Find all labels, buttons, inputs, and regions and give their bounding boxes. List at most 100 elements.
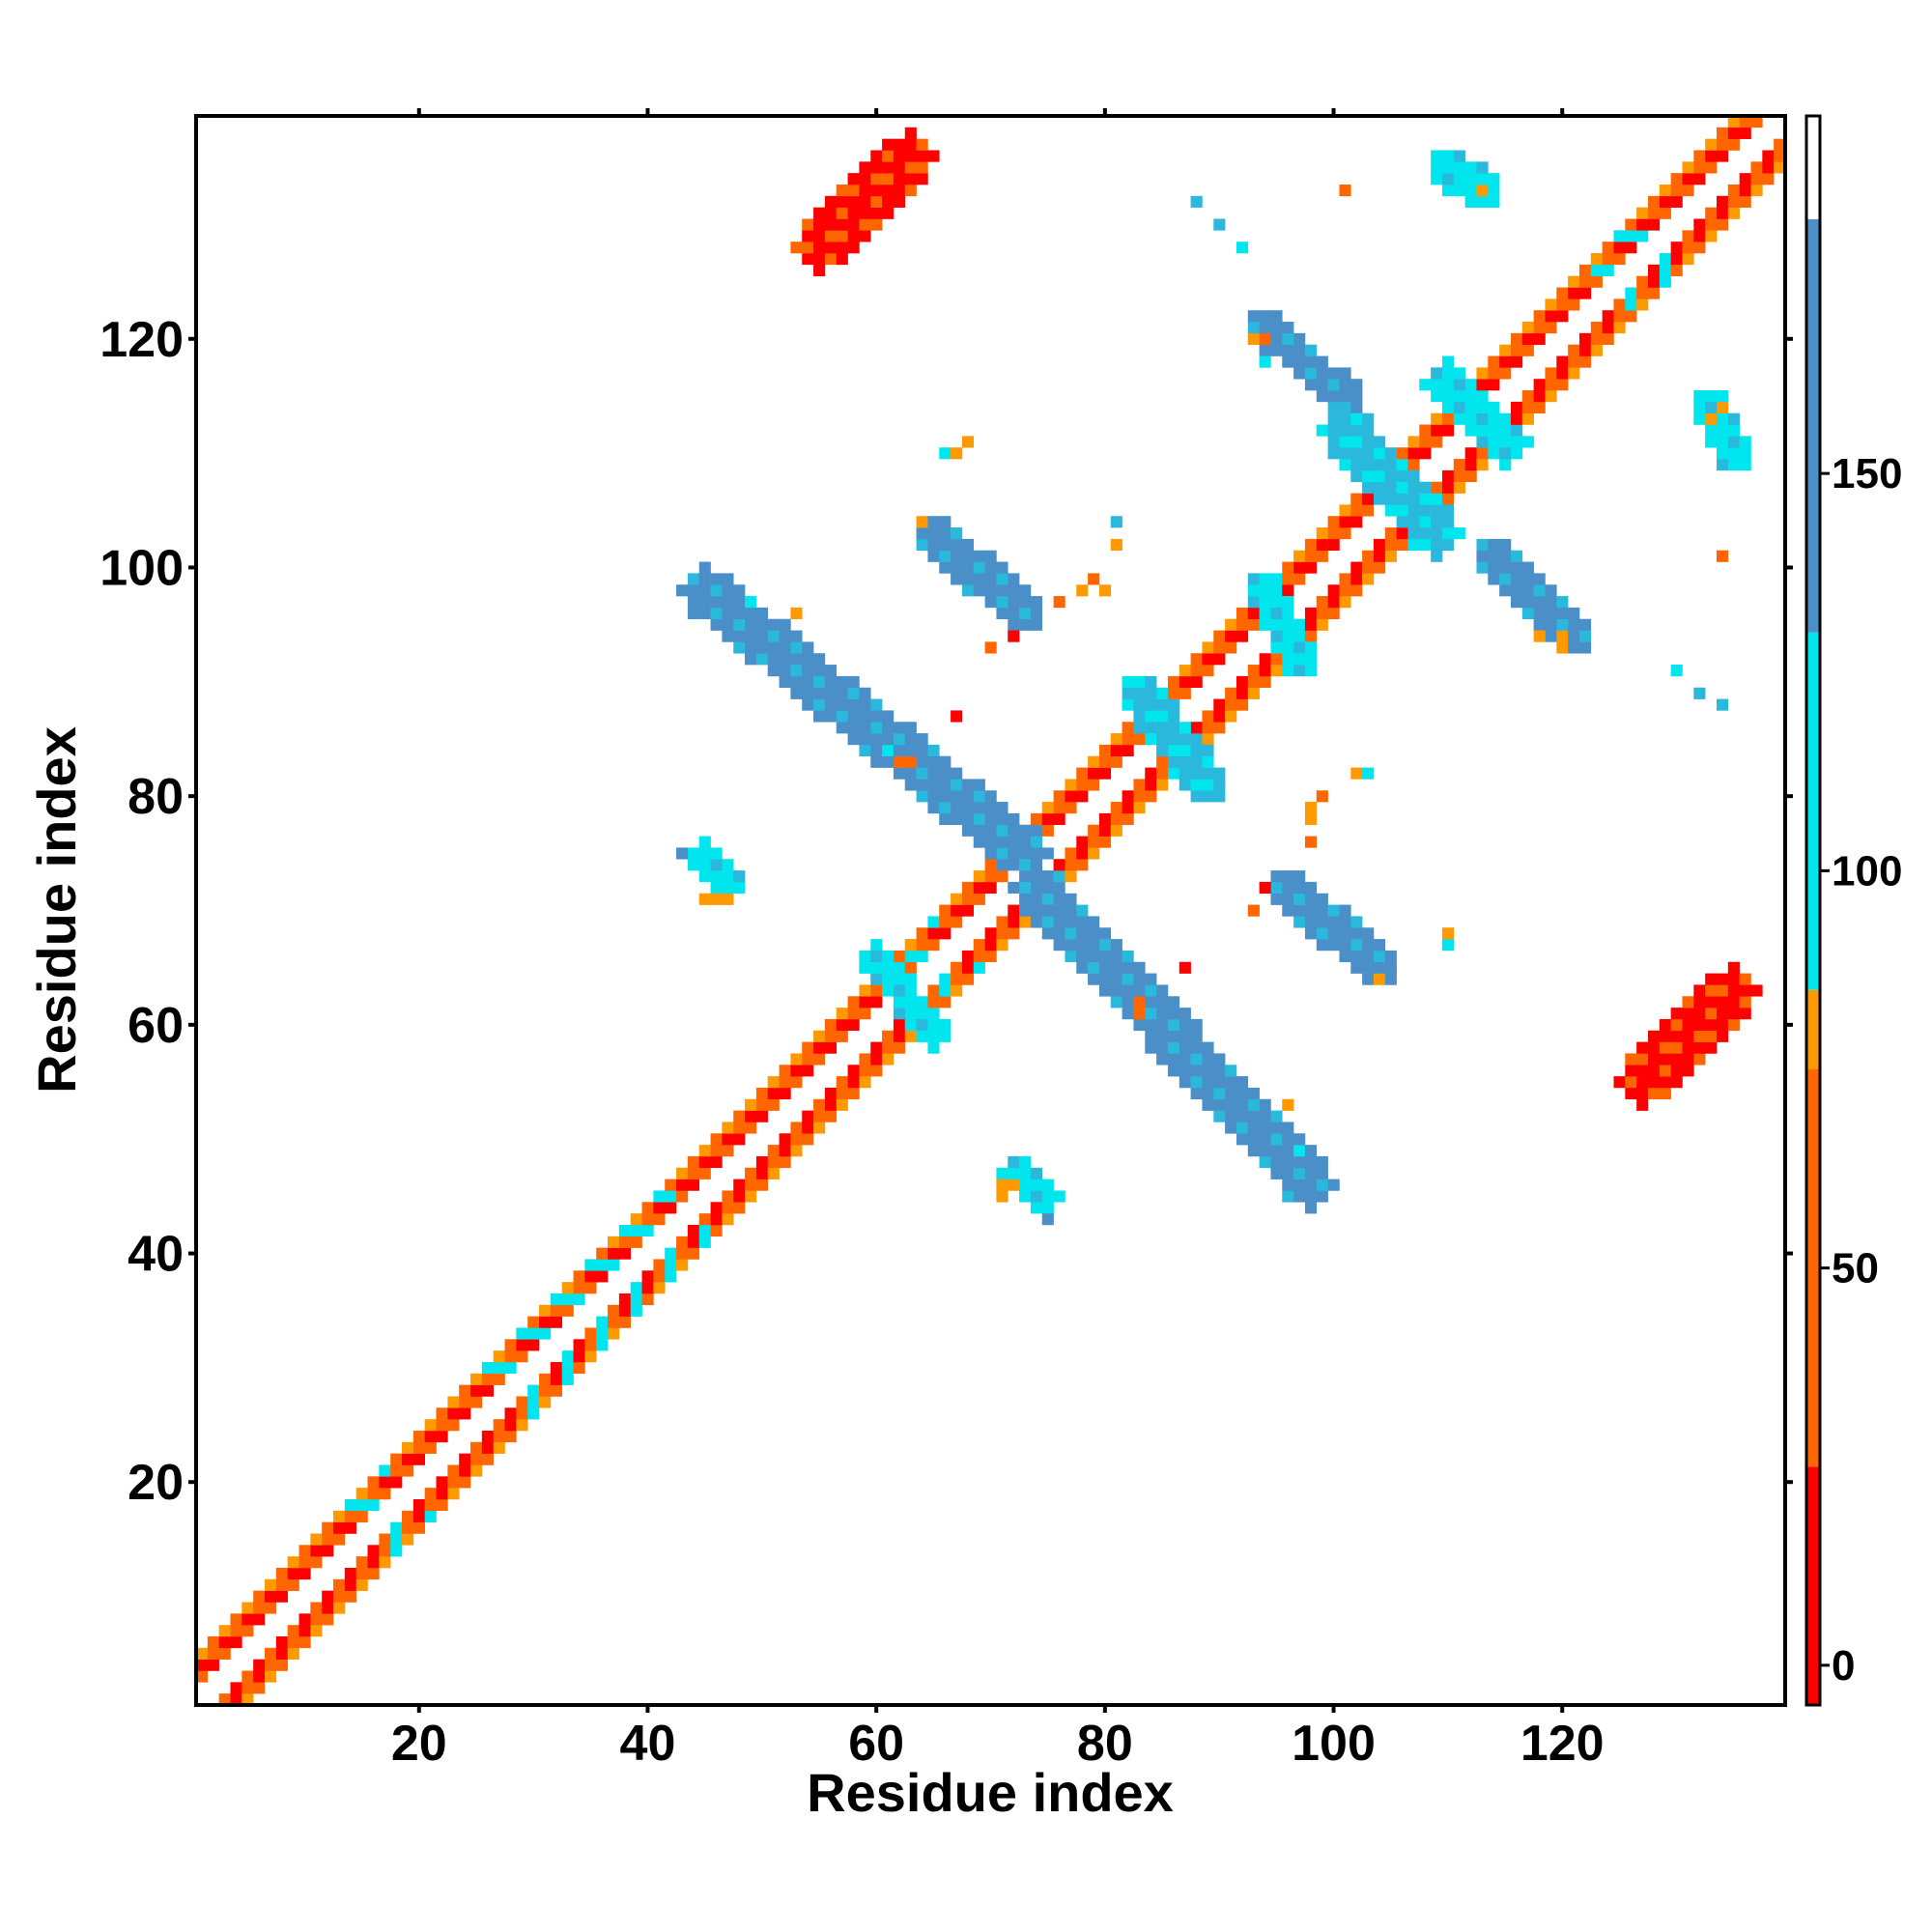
heatmap-cell <box>1270 665 1283 677</box>
heatmap-cell <box>1110 973 1122 985</box>
heatmap-cell <box>927 516 940 528</box>
heatmap-cell <box>824 698 838 711</box>
heatmap-cell <box>698 893 711 905</box>
heatmap-cell <box>767 618 780 631</box>
heatmap-cell <box>779 1133 791 1146</box>
heatmap-cell <box>265 1659 277 1671</box>
heatmap-cell <box>1259 596 1271 609</box>
heatmap-cell <box>951 561 963 574</box>
heatmap-cell <box>1030 870 1043 883</box>
heatmap-cell <box>1053 881 1065 895</box>
heatmap-cell <box>1670 1065 1683 1077</box>
heatmap-cell <box>1545 298 1557 311</box>
heatmap-cell <box>1453 367 1465 380</box>
heatmap-cell <box>779 1087 791 1100</box>
heatmap-cell <box>1110 755 1122 768</box>
heatmap-cell <box>1431 412 1443 425</box>
heatmap-cell <box>1362 973 1375 985</box>
heatmap-cell <box>733 1122 746 1134</box>
heatmap-cell <box>973 790 985 803</box>
heatmap-cell <box>1110 812 1122 826</box>
heatmap-cell <box>1122 950 1134 963</box>
heatmap-cell <box>1545 584 1557 597</box>
heatmap-cell <box>1316 893 1328 905</box>
heatmap-cell <box>779 653 791 666</box>
heatmap-cell <box>1247 665 1260 677</box>
heatmap-cell <box>1190 1087 1203 1100</box>
heatmap-cell <box>1464 459 1477 471</box>
heatmap-cell <box>1556 630 1569 642</box>
heatmap-cell <box>1625 1053 1637 1065</box>
heatmap-cell <box>1533 401 1546 413</box>
heatmap-cell <box>859 950 871 963</box>
heatmap-cell <box>1133 984 1146 997</box>
heatmap-cell <box>1098 755 1112 768</box>
heatmap-cell <box>310 1613 323 1626</box>
heatmap-cell <box>253 1602 266 1614</box>
heatmap-cell <box>1727 116 1740 128</box>
heatmap-cell <box>1293 355 1306 368</box>
heatmap-cell <box>1568 298 1580 311</box>
heatmap-cell <box>1156 687 1169 699</box>
heatmap-cell <box>927 916 940 928</box>
heatmap-cell <box>1167 675 1180 689</box>
heatmap-cell <box>1636 1087 1649 1100</box>
heatmap-cell <box>1636 207 1649 219</box>
heatmap-cell <box>973 870 985 883</box>
heatmap-cell <box>904 973 917 985</box>
heatmap-cell <box>698 836 711 848</box>
heatmap-cell <box>1670 1053 1683 1065</box>
heatmap-cell <box>951 550 963 562</box>
heatmap-cell <box>882 173 895 185</box>
heatmap-cell <box>1693 984 1706 997</box>
heatmap-cell <box>1225 687 1237 699</box>
heatmap-cell <box>1476 195 1489 208</box>
heatmap-cell <box>882 984 895 997</box>
heatmap-cell <box>1076 916 1089 928</box>
heatmap-cell <box>1431 379 1443 391</box>
x-tick-label: 100 <box>1292 1716 1376 1772</box>
heatmap-cell <box>1304 561 1318 574</box>
heatmap-cell <box>1441 927 1455 940</box>
heatmap-cell <box>1282 630 1294 642</box>
heatmap-cell <box>1327 1179 1340 1191</box>
heatmap-cell <box>939 812 952 826</box>
heatmap-cell <box>893 138 906 151</box>
plot-background <box>196 116 1785 1705</box>
heatmap-cell <box>275 1567 288 1580</box>
heatmap-cell <box>230 1635 242 1649</box>
heatmap-cell <box>1008 881 1020 895</box>
heatmap-cell <box>1327 538 1340 552</box>
heatmap-cell <box>733 630 746 642</box>
heatmap-cell <box>527 1384 540 1397</box>
heatmap-cell <box>1213 1087 1226 1100</box>
heatmap-cell <box>1316 367 1328 380</box>
heatmap-cell <box>344 1590 356 1603</box>
heatmap-cell <box>779 630 791 642</box>
heatmap-cell <box>1316 1190 1328 1203</box>
heatmap-cell <box>1464 379 1477 391</box>
heatmap-cell <box>1568 344 1580 356</box>
heatmap-cell <box>1041 1202 1054 1214</box>
heatmap-cell <box>996 596 1009 609</box>
heatmap-cell <box>779 618 791 631</box>
heatmap-cell <box>618 1224 632 1237</box>
heatmap-cell <box>1373 538 1386 552</box>
heatmap-cell <box>641 1270 654 1283</box>
heatmap-cell <box>1670 1041 1683 1054</box>
heatmap-cell <box>951 790 963 803</box>
heatmap-cell <box>824 1087 838 1100</box>
heatmap-cell <box>698 561 711 574</box>
colorbar-band <box>1806 116 1820 219</box>
y-tick-label: 20 <box>128 1455 184 1511</box>
colorbar-tick-label: 150 <box>1832 450 1902 497</box>
heatmap-cell <box>722 584 734 597</box>
heatmap-cell <box>1521 596 1534 609</box>
heatmap-cell <box>1431 516 1443 528</box>
heatmap-cell <box>824 1110 838 1122</box>
heatmap-cell <box>1521 412 1534 425</box>
heatmap-cell <box>653 1202 666 1214</box>
heatmap-cell <box>755 1098 769 1111</box>
heatmap-cell <box>1350 447 1363 460</box>
heatmap-cell <box>665 1270 677 1283</box>
